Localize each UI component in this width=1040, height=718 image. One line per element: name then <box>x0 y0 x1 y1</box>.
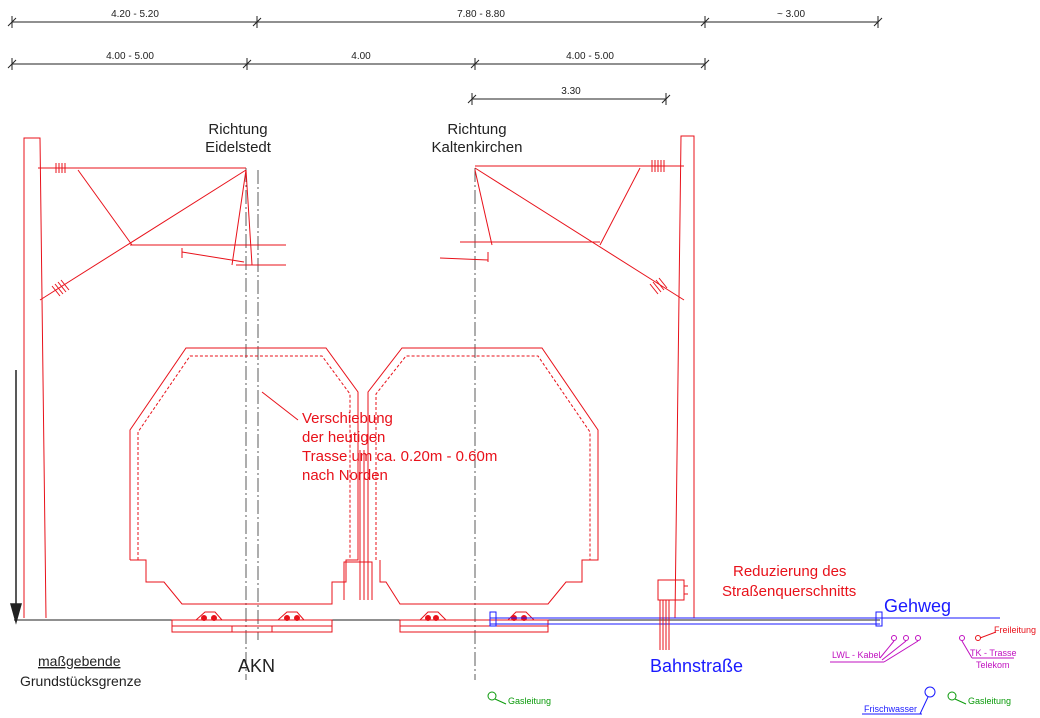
util-gas-right: Gasleitung <box>968 696 1011 706</box>
dim-row2-b: 4.00 <box>351 51 371 62</box>
util-tk-trasse: TK - Trasse <box>970 648 1017 658</box>
track-centerlines <box>245 168 476 680</box>
direction-left-1: Richtung <box>208 121 267 138</box>
shift-note-2: der heutigen <box>302 429 385 446</box>
label-boundary-1: maßgebende <box>38 653 121 669</box>
dimension-row-3 <box>467 93 671 105</box>
road-section <box>489 611 1000 627</box>
label-akn: AKN <box>238 656 275 676</box>
catenary-right <box>439 135 695 619</box>
tk-symbols <box>959 635 1014 659</box>
dim-row1-c: ~ 3.00 <box>777 9 806 20</box>
util-freileitung: Freileitung <box>994 625 1036 635</box>
dimension-row-1 <box>7 16 883 28</box>
dim-row1-a: 4.20 - 5.20 <box>111 9 159 20</box>
road-note-1: Reduzierung des <box>733 563 846 580</box>
shift-note-1: Verschiebung <box>302 410 393 427</box>
catenary-left <box>23 137 286 619</box>
util-telekom: Telekom <box>976 660 1010 670</box>
direction-right-2: Kaltenkirchen <box>432 139 523 156</box>
clearance-gauge-left <box>129 347 359 605</box>
road-note-2: Straßenquerschnitts <box>722 583 856 600</box>
dimension-row-2 <box>7 58 710 70</box>
shift-note-4: nach Norden <box>302 467 388 484</box>
track-bed-right <box>399 611 549 633</box>
clearance-gauge-right <box>343 347 599 605</box>
rail-symbols <box>201 615 527 621</box>
util-gas-left: Gasleitung <box>508 696 551 706</box>
direction-right-1: Richtung <box>447 121 506 138</box>
mast-foundation <box>657 579 688 650</box>
label-gehweg: Gehweg <box>884 596 951 616</box>
util-lwl: LWL - Kabel <box>832 650 881 660</box>
label-bahnstrasse: Bahnstraße <box>650 656 743 676</box>
frischwasser-symbol <box>862 686 936 715</box>
track-bed-left <box>171 611 333 633</box>
dim-row1-b: 7.80 - 8.80 <box>457 9 505 20</box>
util-frischwasser: Frischwasser <box>864 704 917 714</box>
dim-row3: 3.30 <box>561 86 581 97</box>
direction-left-2: Eidelstedt <box>205 139 272 156</box>
insulator-right <box>649 160 668 295</box>
boundary-arrow <box>10 370 22 625</box>
gas-symbol-right <box>947 691 967 705</box>
insulator-left <box>51 163 70 297</box>
dim-row2-a: 4.00 - 5.00 <box>106 51 154 62</box>
shift-note-3: Trasse um ca. 0.20m - 0.60m <box>302 448 497 465</box>
label-boundary-2: Grundstücksgrenze <box>20 673 142 689</box>
dim-row2-c: 4.00 - 5.00 <box>566 51 614 62</box>
shift-leader <box>261 391 299 421</box>
gas-symbol-left <box>487 691 507 705</box>
utility-symbols <box>487 631 1014 715</box>
freileitung-symbol <box>975 631 997 641</box>
lwl-symbols <box>830 635 921 663</box>
